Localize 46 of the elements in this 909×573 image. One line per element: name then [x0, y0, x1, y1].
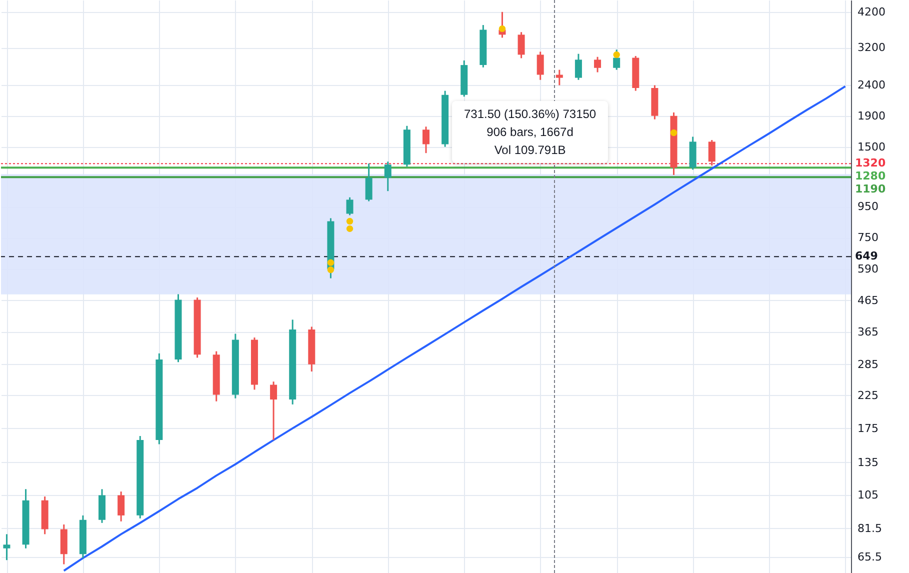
y-tick-label: 65.5: [858, 550, 882, 564]
candlestick: [556, 69, 563, 86]
y-tick-label: 4200: [858, 5, 886, 18]
point: [327, 266, 334, 274]
y-tick-label: 950: [858, 200, 878, 214]
point: [346, 225, 354, 232]
ref-line-label: 1280: [855, 170, 886, 183]
y-tick-label: 225: [858, 388, 878, 402]
point: [670, 129, 678, 136]
ref-line-label: 1190: [855, 182, 886, 196]
annotation: 906 bars, 1667d: [486, 124, 574, 141]
candlestick: [422, 126, 430, 154]
candlestick: [346, 196, 354, 216]
y-tick-label: 285: [858, 358, 878, 371]
y-tick-label: 175: [858, 422, 878, 435]
y-tick-label: 365: [858, 325, 878, 338]
candlestick: [365, 162, 372, 202]
point: [613, 51, 620, 58]
ref-line-label: 649: [855, 250, 878, 263]
candlestick: [118, 490, 125, 522]
y-tick-label: 105: [858, 488, 878, 502]
y-tick-label: 590: [858, 262, 878, 276]
y-tick-label: 750: [858, 231, 878, 244]
candlestick: [3, 533, 10, 561]
line-series: [62, 85, 846, 572]
y-tick-label: 2400: [858, 78, 886, 92]
candlestick: [708, 139, 716, 166]
y-tick-label: 135: [858, 456, 878, 469]
candlestick: [270, 380, 278, 441]
y-tick-label: 81.5: [858, 522, 882, 535]
candlestick: [518, 31, 525, 59]
annotation: 731.50 (150.36%) 73150: [464, 106, 596, 123]
candlestick: [536, 50, 544, 81]
annotation: Vol 109.791B: [493, 142, 567, 159]
point: [327, 259, 334, 266]
candlestick: [613, 48, 620, 71]
candlestick: [594, 56, 602, 74]
y-tick-label: 3200: [858, 41, 886, 54]
y-tick-label: 1900: [858, 109, 886, 122]
y-tick-label: 1500: [858, 140, 886, 154]
point: [498, 25, 506, 32]
ref-line-label: 1320: [855, 156, 886, 170]
y-tick-label: 465: [858, 294, 878, 307]
candlestick: [574, 53, 582, 81]
candlestick: [384, 160, 392, 192]
point: [346, 218, 354, 225]
